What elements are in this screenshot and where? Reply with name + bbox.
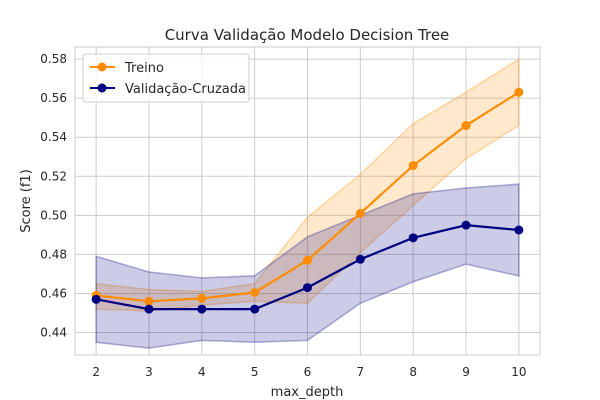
legend: Treino Validação-Cruzada [82, 53, 250, 103]
x-tick-label: 8 [409, 365, 417, 379]
point-series-0 [461, 121, 471, 131]
x-tick-label: 9 [462, 365, 470, 379]
point-series-0 [408, 161, 418, 171]
x-axis-label: max_depth [271, 385, 344, 400]
point-series-1 [144, 304, 154, 314]
point-series-0 [250, 288, 260, 298]
x-tick-labels: 2 3 4 5 6 7 8 9 10 [92, 365, 526, 379]
chart-title: Curva Validação Modelo Decision Tree [165, 26, 450, 44]
y-axis-label: Score (f1) [19, 169, 34, 233]
x-tick-label: 3 [145, 365, 153, 379]
point-series-1 [303, 283, 312, 293]
legend-treino-marker [97, 62, 107, 72]
point-series-0 [303, 255, 312, 265]
legend-validacao-label: Validação-Cruzada [125, 82, 246, 97]
legend-treino-label: Treino [124, 61, 164, 76]
point-series-1 [514, 225, 524, 235]
x-tick-label: 2 [92, 365, 100, 379]
x-tick-label: 6 [304, 365, 312, 379]
x-tick-label: 5 [251, 365, 259, 379]
legend-frame [82, 53, 250, 103]
point-series-0 [514, 87, 524, 97]
y-tick-labels: 0.44 0.46 0.48 0.50 0.52 0.54 0.56 0.58 [40, 52, 67, 339]
point-series-0 [197, 293, 207, 303]
y-tick-label: 0.44 [40, 326, 67, 340]
y-tick-label: 0.46 [40, 286, 67, 300]
y-tick-label: 0.50 [40, 208, 67, 222]
legend-validacao-marker [97, 83, 107, 93]
point-series-1 [408, 233, 418, 243]
point-series-1 [355, 254, 365, 264]
x-tick-label: 10 [511, 365, 526, 379]
plot-frame [74, 46, 541, 356]
y-tick-label: 0.56 [40, 91, 67, 105]
point-series-1 [461, 220, 471, 230]
series-markers [91, 87, 524, 314]
y-tick-label: 0.54 [40, 130, 67, 144]
y-tick-label: 0.48 [40, 247, 67, 261]
y-tick-label: 0.52 [40, 169, 67, 183]
point-series-1 [91, 294, 101, 304]
y-tick-label: 0.58 [40, 52, 67, 66]
x-tick-label: 7 [357, 365, 365, 379]
point-series-1 [250, 304, 260, 314]
point-series-0 [355, 208, 365, 218]
point-series-0 [144, 296, 154, 306]
point-series-1 [197, 304, 207, 314]
x-tick-label: 4 [198, 365, 206, 379]
